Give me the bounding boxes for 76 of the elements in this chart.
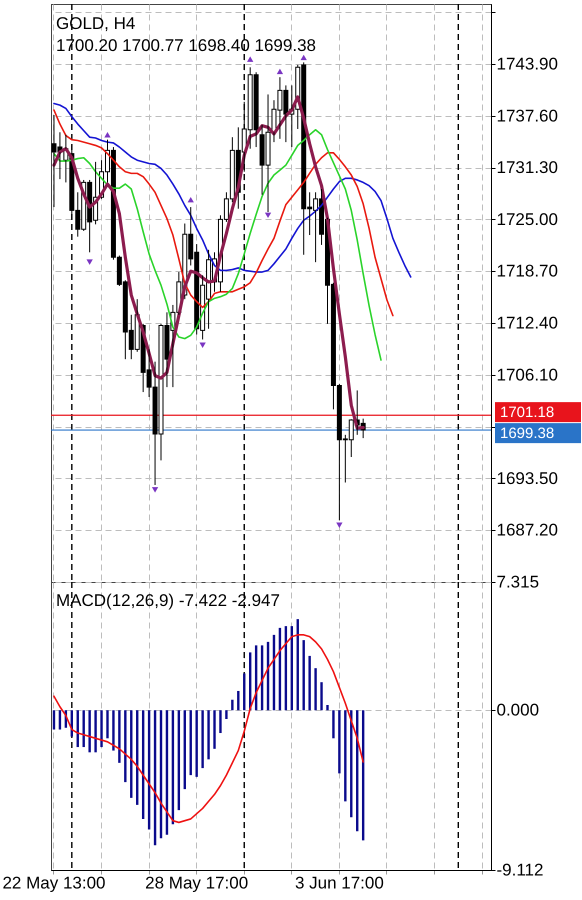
bar bbox=[344, 710, 347, 802]
bar bbox=[201, 710, 204, 768]
bar bbox=[166, 710, 168, 835]
bar bbox=[112, 710, 115, 751]
bar bbox=[58, 710, 62, 730]
text: GOLD, H4 bbox=[56, 14, 136, 34]
bar bbox=[237, 690, 240, 710]
bar bbox=[124, 710, 127, 782]
bar bbox=[332, 710, 335, 738]
bar bbox=[136, 710, 138, 805]
y-tick-label: -9.112 bbox=[496, 860, 544, 880]
bar bbox=[350, 710, 352, 818]
bar bbox=[142, 710, 144, 819]
bar bbox=[362, 710, 364, 840]
bar bbox=[94, 710, 97, 752]
y-tick-label: 1737.60 bbox=[496, 106, 558, 126]
bar bbox=[130, 710, 132, 798]
line-series bbox=[53, 634, 364, 824]
text: 1700.20 1700.77 1698.40 1699.38 bbox=[56, 36, 316, 56]
y-tick-label: 1712.40 bbox=[496, 314, 558, 333]
y-tick-label: 1687.20 bbox=[496, 520, 558, 540]
bar bbox=[314, 668, 317, 710]
bar bbox=[154, 710, 156, 846]
y-tick-label: 1725.00 bbox=[496, 210, 558, 229]
ref-line-label: 1701.18 bbox=[500, 404, 554, 422]
bar bbox=[172, 710, 174, 824]
point bbox=[264, 212, 272, 218]
bar bbox=[260, 645, 264, 710]
y-tick-label: 1743.90 bbox=[496, 54, 558, 74]
y-tick-label: 0.000 bbox=[496, 700, 540, 720]
y-tick-label: 7.315 bbox=[496, 572, 540, 592]
y-tick-label: 1718.70 bbox=[496, 262, 558, 281]
line-series bbox=[52, 95, 365, 430]
bar bbox=[190, 710, 192, 776]
y-tick-label: 1731.30 bbox=[496, 158, 558, 178]
bar bbox=[82, 710, 85, 748]
bar bbox=[118, 710, 121, 763]
bar bbox=[248, 652, 252, 710]
point bbox=[247, 56, 254, 62]
point bbox=[152, 487, 158, 493]
bar bbox=[243, 673, 246, 710]
bar bbox=[296, 619, 299, 710]
bar bbox=[178, 710, 180, 810]
x-tick-label: 3 Jun 17:00 bbox=[294, 874, 384, 892]
bar bbox=[308, 656, 311, 710]
line-series bbox=[53, 109, 394, 316]
bar bbox=[207, 710, 210, 760]
x-tick-label: 28 May 17:00 bbox=[145, 874, 248, 892]
bar bbox=[148, 710, 150, 830]
x-tick-label: 22 May 13:00 bbox=[2, 874, 106, 892]
bar bbox=[195, 710, 198, 777]
bar bbox=[225, 710, 228, 720]
point bbox=[188, 196, 194, 202]
point bbox=[104, 132, 111, 138]
bar bbox=[284, 626, 288, 710]
line-series bbox=[53, 102, 412, 278]
bar bbox=[356, 710, 358, 832]
bar bbox=[302, 640, 305, 710]
line-series bbox=[53, 128, 382, 361]
point bbox=[199, 342, 206, 348]
bar bbox=[338, 710, 341, 774]
bar bbox=[184, 710, 186, 790]
bar bbox=[88, 710, 91, 752]
bar bbox=[76, 710, 79, 748]
bar bbox=[278, 628, 282, 710]
point bbox=[276, 68, 284, 74]
bar bbox=[231, 700, 234, 710]
ref-line-label: 1699.38 bbox=[500, 425, 554, 442]
y-tick-label: 1706.10 bbox=[496, 365, 558, 384]
bar bbox=[254, 645, 258, 710]
point bbox=[300, 54, 307, 60]
point bbox=[336, 522, 343, 528]
point bbox=[86, 259, 93, 265]
y-tick-label: 1693.50 bbox=[496, 468, 558, 488]
bar bbox=[290, 626, 294, 710]
text: MACD(12,26,9) -7.422 -2.947 bbox=[56, 591, 280, 610]
